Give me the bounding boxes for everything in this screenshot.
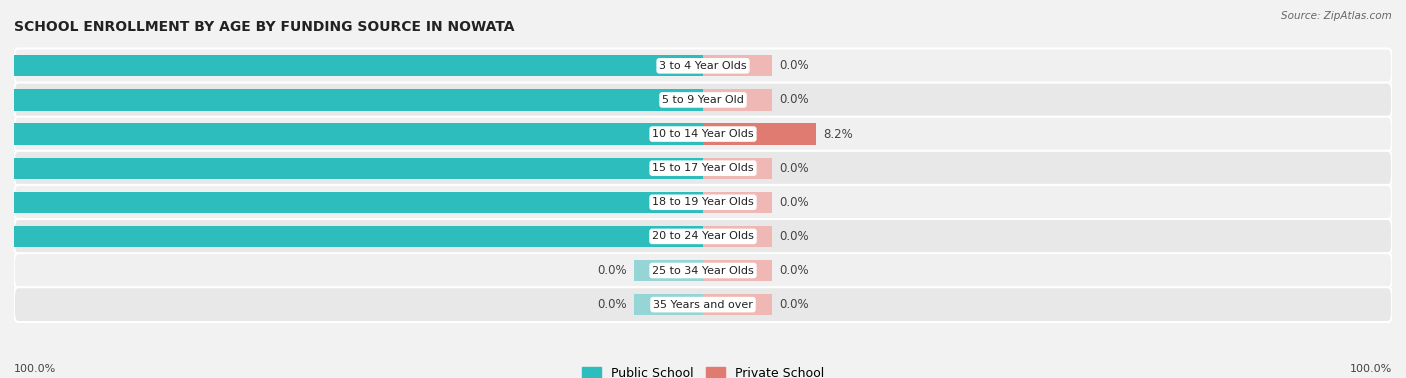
Bar: [0, 124, 703, 145]
FancyBboxPatch shape: [14, 253, 1392, 288]
Bar: [0, 55, 703, 76]
FancyBboxPatch shape: [14, 287, 1392, 322]
Bar: [634, 294, 703, 315]
Text: 0.0%: 0.0%: [779, 162, 808, 175]
Bar: [0, 89, 703, 110]
Bar: [703, 260, 772, 281]
Text: Source: ZipAtlas.com: Source: ZipAtlas.com: [1281, 11, 1392, 21]
Text: 0.0%: 0.0%: [779, 264, 808, 277]
Bar: [703, 192, 772, 213]
FancyBboxPatch shape: [14, 48, 1392, 83]
Bar: [0, 158, 703, 179]
Text: 35 Years and over: 35 Years and over: [652, 300, 754, 310]
Text: 3 to 4 Year Olds: 3 to 4 Year Olds: [659, 61, 747, 71]
Bar: [703, 226, 772, 247]
Text: 8.2%: 8.2%: [823, 127, 852, 141]
Text: 18 to 19 Year Olds: 18 to 19 Year Olds: [652, 197, 754, 207]
Bar: [703, 158, 772, 179]
FancyBboxPatch shape: [14, 82, 1392, 117]
Bar: [703, 124, 815, 145]
Bar: [0, 192, 703, 213]
Bar: [703, 55, 772, 76]
Text: 5 to 9 Year Old: 5 to 9 Year Old: [662, 95, 744, 105]
FancyBboxPatch shape: [14, 219, 1392, 254]
Text: 100.0%: 100.0%: [1350, 364, 1392, 374]
Text: SCHOOL ENROLLMENT BY AGE BY FUNDING SOURCE IN NOWATA: SCHOOL ENROLLMENT BY AGE BY FUNDING SOUR…: [14, 20, 515, 34]
Bar: [703, 89, 772, 110]
Text: 0.0%: 0.0%: [779, 230, 808, 243]
Bar: [634, 260, 703, 281]
Text: 0.0%: 0.0%: [779, 59, 808, 72]
Text: 0.0%: 0.0%: [598, 298, 627, 311]
Text: 0.0%: 0.0%: [779, 196, 808, 209]
FancyBboxPatch shape: [14, 117, 1392, 152]
Text: 100.0%: 100.0%: [14, 364, 56, 374]
FancyBboxPatch shape: [14, 151, 1392, 186]
Text: 20 to 24 Year Olds: 20 to 24 Year Olds: [652, 231, 754, 242]
Text: 10 to 14 Year Olds: 10 to 14 Year Olds: [652, 129, 754, 139]
Bar: [0, 226, 703, 247]
Text: 0.0%: 0.0%: [779, 93, 808, 107]
Legend: Public School, Private School: Public School, Private School: [582, 367, 824, 378]
Text: 0.0%: 0.0%: [598, 264, 627, 277]
Text: 15 to 17 Year Olds: 15 to 17 Year Olds: [652, 163, 754, 173]
Bar: [703, 294, 772, 315]
Text: 25 to 34 Year Olds: 25 to 34 Year Olds: [652, 265, 754, 276]
Text: 0.0%: 0.0%: [779, 298, 808, 311]
FancyBboxPatch shape: [14, 185, 1392, 220]
